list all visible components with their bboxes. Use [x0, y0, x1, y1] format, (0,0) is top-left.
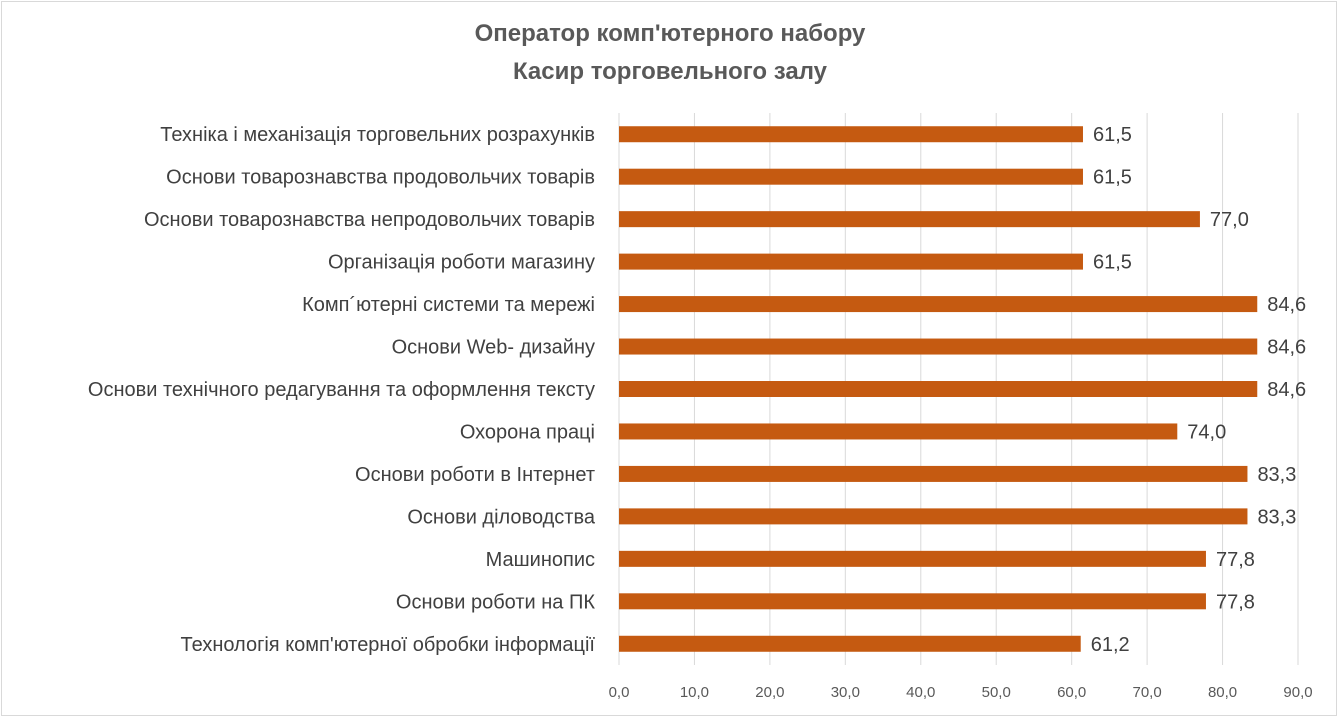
data-label: 83,3: [1257, 464, 1296, 486]
bar: [619, 465, 1248, 482]
category-label: Основи роботи на ПК: [396, 591, 595, 613]
category-label: Машинопис: [486, 549, 595, 571]
x-tick-label: 20,0: [755, 684, 784, 701]
data-label: 77,0: [1210, 209, 1249, 231]
x-tick-label: 50,0: [982, 684, 1011, 701]
category-label: Комп´ютерні системи та мережі: [302, 294, 595, 316]
bars: [619, 126, 1258, 652]
x-tick-label: 60,0: [1057, 684, 1086, 701]
category-label: Основи товарознавства непродовольчих тов…: [144, 209, 595, 231]
x-axis-ticks: 0,0 10,0 20,0 30,0 40,0 50,0 60,0 70,0 80,0 90,0: [609, 684, 1313, 701]
data-label: 61,2: [1091, 634, 1130, 656]
category-label: Основи товарознавства продовольчих товар…: [166, 167, 595, 189]
bar: [619, 296, 1258, 313]
data-label: 84,6: [1267, 337, 1306, 359]
data-label: 84,6: [1267, 379, 1306, 401]
x-tick-label: 90,0: [1283, 684, 1312, 701]
data-label: 77,8: [1216, 549, 1255, 571]
x-tick-label: 30,0: [831, 684, 860, 701]
category-label: Основи діловодства: [407, 506, 596, 528]
chart-title-line-1: Оператор комп'ютерного набору: [474, 20, 866, 47]
x-tick-label: 10,0: [680, 684, 709, 701]
category-label: Охорона праці: [460, 421, 595, 443]
data-label: 61,5: [1093, 124, 1132, 146]
bar: [619, 381, 1258, 397]
category-label: Основи Web- дизайну: [392, 337, 595, 359]
x-tick-label: 40,0: [906, 684, 935, 701]
bar: [619, 550, 1206, 567]
category-label: Техніка і механізація торговельних розра…: [160, 124, 595, 146]
category-label: Основи технічного редагування та оформле…: [88, 379, 595, 401]
bar: [619, 508, 1248, 525]
bar: [619, 168, 1083, 185]
x-tick-label: 80,0: [1208, 684, 1237, 701]
value-labels: 61,5 61,5 77,0 61,5 84,6 84,6 84,6 74,0 83,3 83,3…: [1091, 124, 1306, 656]
bar: [619, 635, 1081, 652]
data-label: 61,5: [1093, 167, 1132, 189]
category-label: Основи роботи в Інтернет: [355, 464, 595, 486]
x-tick-label: 0,0: [609, 684, 630, 701]
bar: [619, 338, 1258, 355]
data-label: 74,0: [1187, 421, 1226, 443]
category-label: Організація роботи магазину: [328, 252, 595, 274]
bar: [619, 253, 1083, 270]
data-label: 84,6: [1267, 294, 1306, 316]
category-labels: Техніка і механізація торговельних розра…: [88, 124, 596, 656]
bar: [619, 211, 1200, 228]
data-label: 61,5: [1093, 252, 1132, 274]
chart-title-line-2: Касир торговельного залу: [512, 58, 827, 85]
bar: [619, 423, 1178, 440]
data-label: 83,3: [1257, 506, 1296, 528]
bar: [619, 593, 1206, 610]
x-tick-label: 70,0: [1133, 684, 1162, 701]
category-label: Технологія комп'ютерної обробки інформац…: [181, 634, 596, 656]
data-label: 77,8: [1216, 591, 1255, 613]
bar: [619, 126, 1083, 143]
